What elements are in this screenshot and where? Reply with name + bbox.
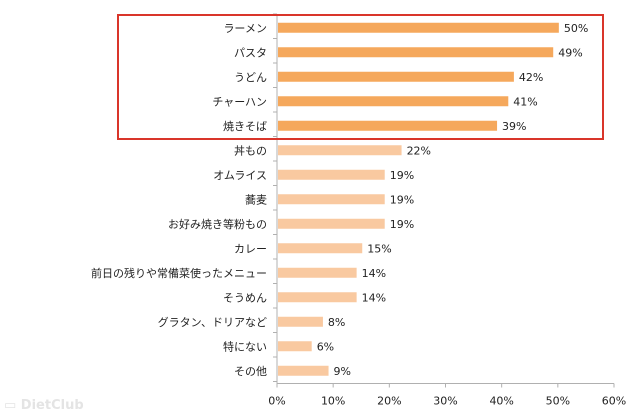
data-label: 8% (328, 316, 345, 329)
category-label: 特にない (223, 339, 267, 353)
x-tick-label: 40% (489, 395, 513, 408)
category-label: お好み焼き等粉もの (168, 217, 267, 231)
bar (278, 194, 385, 205)
data-label: 50% (564, 22, 588, 35)
category-label: ラーメン (223, 22, 267, 35)
data-label: 6% (317, 340, 334, 353)
data-label: 22% (407, 144, 431, 157)
category-label: 蕎麦 (245, 193, 267, 206)
bar (278, 120, 498, 131)
data-label: 39% (502, 120, 526, 133)
bar (278, 316, 323, 327)
bar (278, 22, 559, 33)
data-label: 14% (362, 267, 386, 280)
category-label: うどん (234, 71, 267, 84)
data-label: 15% (367, 242, 391, 255)
category-label: 丼もの (234, 144, 267, 157)
category-label: そうめん (223, 291, 267, 304)
data-label: 49% (558, 46, 582, 59)
category-label: オムライス (213, 169, 267, 182)
data-label: 14% (362, 291, 386, 304)
category-label: チャーハン (212, 95, 267, 108)
category-label: グラタン、ドリアなど (158, 315, 267, 329)
bar (278, 365, 329, 376)
data-label: 42% (519, 71, 543, 84)
highlight-box (117, 14, 604, 140)
data-label: 9% (334, 365, 351, 378)
bar (278, 243, 363, 254)
category-label: その他 (234, 365, 267, 378)
watermark-logo: ▭ DietClub (4, 398, 84, 413)
data-label: 19% (390, 169, 414, 182)
x-tick-label: 10% (321, 395, 345, 408)
bar (278, 169, 385, 180)
x-tick-label: 20% (377, 395, 401, 408)
x-tick-label: 30% (433, 395, 457, 408)
category-label: カレー (234, 242, 267, 255)
data-label: 19% (390, 218, 414, 231)
x-tick-label: 60% (602, 395, 626, 408)
x-tick-label: 50% (546, 395, 570, 408)
data-label: 19% (390, 193, 414, 206)
category-label: 焼きそば (223, 120, 267, 133)
bar (278, 145, 402, 156)
category-label: パスタ (234, 46, 267, 59)
bar (278, 267, 357, 278)
bar (278, 292, 357, 303)
bar (278, 71, 514, 82)
bar (278, 47, 554, 58)
bar (278, 341, 312, 352)
x-tick-label: 0% (268, 395, 285, 408)
data-label: 41% (513, 95, 537, 108)
bar (278, 218, 385, 229)
bar (278, 96, 509, 107)
category-label: 前日の残りや常備菜使ったメニュー (91, 266, 267, 280)
